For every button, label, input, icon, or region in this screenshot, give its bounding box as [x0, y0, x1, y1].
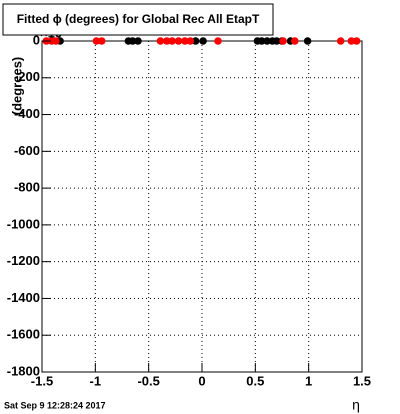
point: [134, 37, 142, 45]
title-box: [2, 3, 274, 36]
point: [168, 37, 176, 45]
point: [272, 37, 281, 45]
point: [156, 37, 165, 45]
x-tick-label: -1.5: [31, 373, 53, 388]
point: [163, 37, 171, 45]
x-tick-label: 1.5: [353, 373, 371, 388]
point: [52, 37, 60, 45]
y-tick-label: -1800: [7, 363, 40, 378]
x-tick-label: 1: [305, 373, 312, 388]
y-tick-label: -1600: [7, 327, 40, 342]
point: [214, 37, 222, 45]
point: [92, 37, 101, 45]
point: [336, 37, 345, 45]
point: [257, 37, 266, 45]
point: [199, 37, 207, 45]
point: [128, 37, 137, 45]
x-axis-label: η: [352, 397, 360, 413]
point: [303, 37, 312, 45]
timestamp: Sat Sep 9 12:28:24 2017: [4, 400, 106, 410]
point: [191, 37, 200, 45]
y-tick-label: 0: [33, 32, 40, 47]
marks: [42, 37, 361, 45]
chart-title: Fitted ϕ (degrees) for Global Rec All Et…: [17, 12, 260, 26]
x-tick-label: -0.5: [137, 373, 159, 388]
y-tick-label: -1200: [7, 253, 40, 268]
point: [279, 37, 287, 45]
point: [347, 37, 356, 45]
point: [352, 37, 361, 45]
point: [186, 37, 195, 45]
point: [291, 37, 299, 45]
y-tick-label: -800: [14, 180, 40, 195]
point: [174, 37, 183, 45]
y-tick-label: -200: [14, 69, 40, 84]
x-tick-label: -1: [90, 373, 102, 388]
point: [97, 37, 106, 45]
point: [263, 37, 271, 45]
x-tick-label: 0: [198, 373, 205, 388]
x-tick-label: 0.5: [246, 373, 264, 388]
y-tick-label: -1000: [7, 216, 40, 231]
y-tick-label: -600: [14, 143, 40, 158]
y-tick-label: -400: [14, 106, 40, 121]
y-axis-label: (degrees): [9, 57, 24, 116]
y-tick-label: -1400: [7, 290, 40, 305]
point: [181, 37, 189, 45]
